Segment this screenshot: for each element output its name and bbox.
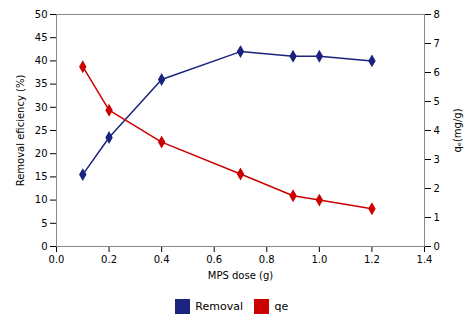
svg-text:35: 35 xyxy=(35,78,48,89)
svg-text:25: 25 xyxy=(35,125,48,136)
svg-text:0.2: 0.2 xyxy=(101,254,117,265)
svg-text:6: 6 xyxy=(434,67,440,78)
svg-text:0.6: 0.6 xyxy=(206,254,222,265)
svg-text:0.4: 0.4 xyxy=(154,254,170,265)
svg-text:7: 7 xyxy=(434,38,440,49)
svg-text:8: 8 xyxy=(434,9,440,20)
svg-text:10: 10 xyxy=(35,194,48,205)
svg-text:5: 5 xyxy=(41,218,47,229)
html-text:qe: qe xyxy=(274,300,289,313)
svg-text:qₑ(mg/g): qₑ(mg/g) xyxy=(452,108,463,152)
svg-text:Removal eficiency (%): Removal eficiency (%) xyxy=(15,75,26,187)
svg-text:0: 0 xyxy=(434,241,440,252)
svg-text:1.0: 1.0 xyxy=(311,254,327,265)
svg-text:1.4: 1.4 xyxy=(417,254,433,265)
svg-text:0.8: 0.8 xyxy=(259,254,275,265)
svg-text:4: 4 xyxy=(434,125,440,136)
svg-text:0: 0 xyxy=(41,241,47,252)
svg-text:1: 1 xyxy=(434,212,440,223)
svg-text:50: 50 xyxy=(35,9,48,20)
svg-text:45: 45 xyxy=(35,32,48,43)
svg-text:3: 3 xyxy=(434,154,440,165)
svg-text:5: 5 xyxy=(434,96,440,107)
svg-text:15: 15 xyxy=(35,171,48,182)
svg-text:40: 40 xyxy=(35,55,48,66)
svg-text:MPS dose (g): MPS dose (g) xyxy=(208,270,273,281)
svg-text:1.2: 1.2 xyxy=(364,254,380,265)
svg-text:2: 2 xyxy=(434,183,440,194)
svg-text:0.0: 0.0 xyxy=(49,254,65,265)
html-text:Removal: Removal xyxy=(195,300,243,313)
svg-text:20: 20 xyxy=(35,148,48,159)
svg-text:30: 30 xyxy=(35,102,48,113)
